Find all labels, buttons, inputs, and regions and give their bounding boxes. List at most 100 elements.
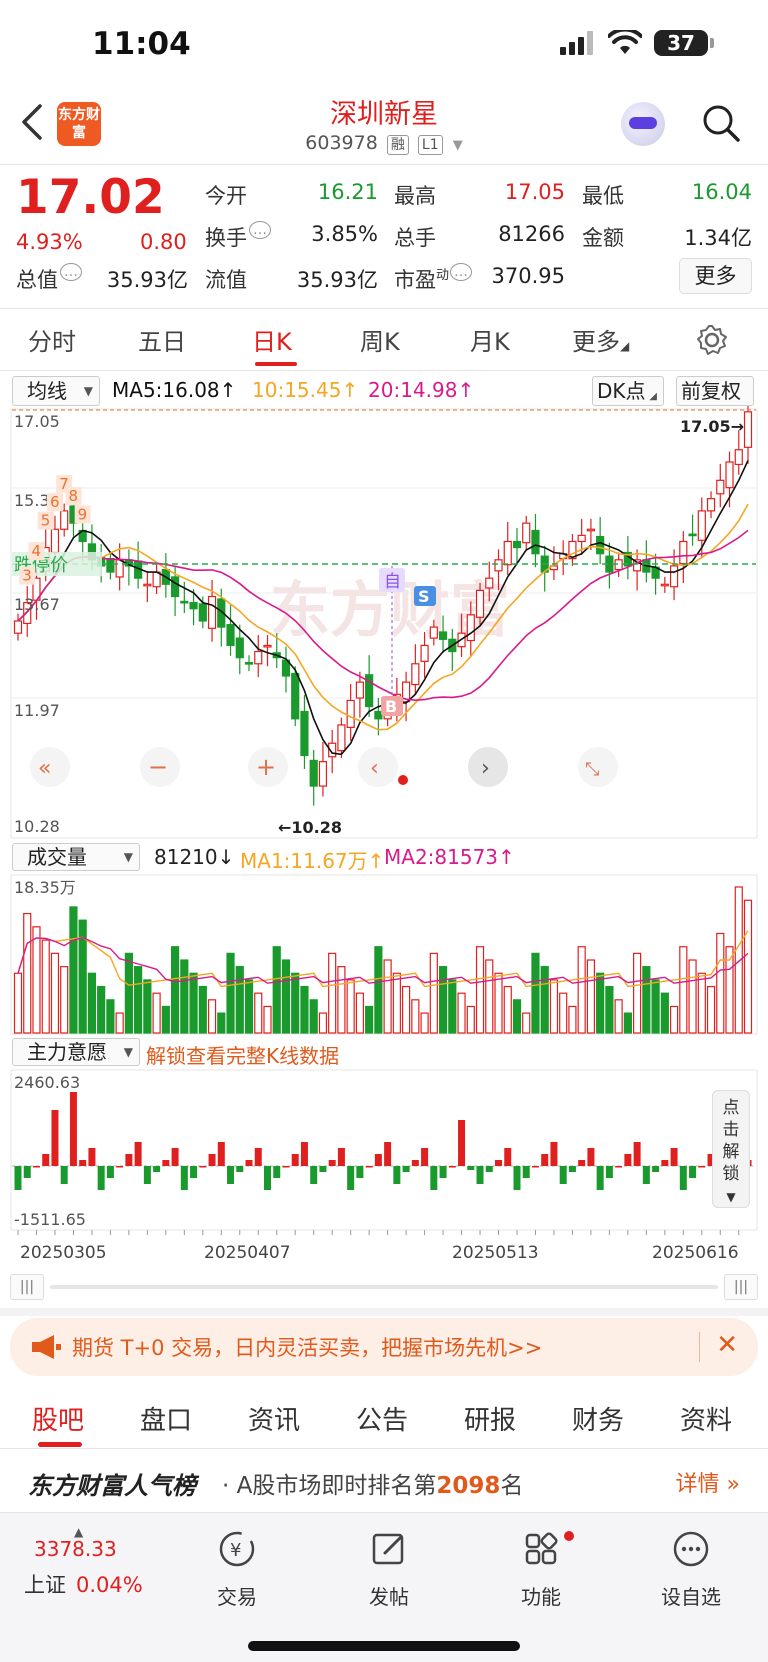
popularity-rank-row[interactable]: 东方财富人气榜 · A股市场即时排名第2098名 详情 » xyxy=(0,1452,768,1512)
volume-bar xyxy=(531,952,540,1034)
chart-scrollbar[interactable]: ||| ||| xyxy=(10,1274,758,1300)
main-force-bar xyxy=(504,1148,512,1166)
rank-detail-link[interactable]: 详情 » xyxy=(675,1472,740,1497)
tab-monthly-k[interactable]: 月K xyxy=(470,328,510,356)
indicator-select[interactable]: 均线 ▼ xyxy=(12,376,100,406)
app-logo[interactable]: 东方财富 xyxy=(57,102,101,146)
buy-signal-badge[interactable] xyxy=(381,696,403,716)
y-label-top: 17.05 xyxy=(14,412,60,431)
more-quote-button[interactable]: 更多 xyxy=(679,258,752,294)
tab-announcements[interactable]: 公告 xyxy=(356,1406,409,1436)
promo-banner[interactable]: 期货 T+0 交易，日内灵活买卖，把握市场先机>> ✕ xyxy=(10,1318,758,1376)
low-label: 最低 xyxy=(582,184,624,208)
volume-bar xyxy=(577,946,586,1034)
tab-research[interactable]: 研报 xyxy=(464,1406,517,1436)
volume-bar xyxy=(207,999,217,1034)
scroll-left-button[interactable]: ‹ xyxy=(358,747,398,787)
volume-bar xyxy=(392,972,401,1034)
main-force-bar xyxy=(14,1166,22,1190)
volume-bar xyxy=(374,946,383,1034)
volume-bar xyxy=(106,999,115,1034)
index-quote[interactable]: 3378.33 ▲ 上证 0.04% xyxy=(24,1525,143,1599)
zoom-in-button[interactable]: + xyxy=(248,747,288,787)
assistant-robot-icon[interactable] xyxy=(621,102,665,146)
tab-weekly-k[interactable]: 周K xyxy=(360,328,400,356)
tab-news[interactable]: 资讯 xyxy=(248,1406,301,1436)
stock-code-row[interactable]: 603978 融 L1 ▼ xyxy=(0,132,768,155)
candle-body xyxy=(716,479,725,495)
scroll-handle-left[interactable]: ||| xyxy=(10,1274,44,1300)
volume-bar xyxy=(13,972,23,1034)
volume-bar xyxy=(124,952,133,1034)
main-force-select[interactable]: 主力意愿 ▼ xyxy=(12,1038,140,1066)
fast-backward-button[interactable]: « xyxy=(30,747,70,787)
main-force-chart[interactable]: 2460.63 -1511.65 20250305 20250407 20250… xyxy=(0,1068,768,1268)
tab-intraday[interactable]: 分时 xyxy=(28,328,76,356)
kline-chart[interactable]: 东方财富 跌停价 17.05 15.36 13.67 11.97 10.28 1… xyxy=(0,406,768,840)
candle-body xyxy=(309,759,318,787)
volume-bar xyxy=(170,946,180,1034)
low-value: 16.04 xyxy=(691,180,752,204)
active-content-tab-indicator xyxy=(38,1442,82,1447)
logo-text: 东方财富 xyxy=(58,107,100,141)
main-force-bar xyxy=(217,1142,225,1166)
volume-bar xyxy=(522,1012,531,1034)
info-icon[interactable]: … xyxy=(249,221,271,239)
volume-bar xyxy=(365,1005,374,1034)
scroll-right-button[interactable]: › xyxy=(468,747,508,787)
tab-financials[interactable]: 财务 xyxy=(572,1406,625,1436)
y-label-4: 11.97 xyxy=(14,701,60,720)
info-icon[interactable]: … xyxy=(60,263,82,281)
candle-body xyxy=(23,602,32,625)
total-cap-value: 35.93亿 xyxy=(106,268,188,292)
index-name: 上证 xyxy=(24,1573,66,1597)
volume-bar xyxy=(152,992,161,1034)
main-force-bar xyxy=(227,1166,235,1184)
stock-header: 东方财富 深圳新星 603978 融 L1 ▼ xyxy=(0,92,768,164)
search-icon[interactable] xyxy=(702,104,740,142)
main-force-bar xyxy=(587,1148,595,1166)
ma-legend-row: 均线 ▼ MA5:16.08↑ 10:15.45↑ 20:14.98↑ DK点 ◢ … xyxy=(0,374,768,406)
info-icon[interactable]: … xyxy=(450,263,473,281)
volume-ma-line xyxy=(17,930,749,988)
svg-text:‹: ‹ xyxy=(370,756,379,781)
volume-chart[interactable]: 18.35万 xyxy=(0,873,768,1036)
main-force-bar xyxy=(374,1154,382,1166)
main-force-bar xyxy=(23,1166,31,1178)
tab-order-book[interactable]: 盘口 xyxy=(140,1406,193,1436)
nav-add-watchlist[interactable]: 设自选 xyxy=(636,1529,746,1610)
candle-body xyxy=(328,742,337,758)
tab-daily-k[interactable]: 日K xyxy=(252,328,292,356)
main-force-bar xyxy=(282,1166,290,1168)
nav-functions[interactable]: 功能 xyxy=(486,1529,596,1610)
candle-body xyxy=(217,598,226,628)
tab-forum[interactable]: 股吧 xyxy=(32,1406,85,1436)
td-count: 4 xyxy=(31,542,41,560)
volume-bar xyxy=(300,985,309,1034)
float-cap-label: 流值 xyxy=(205,268,247,292)
back-button[interactable] xyxy=(20,102,60,146)
zoom-out-button[interactable]: − xyxy=(140,747,180,787)
svg-text:+: + xyxy=(256,753,276,781)
tab-profile[interactable]: 资料 xyxy=(680,1406,733,1436)
nav-trade[interactable]: ¥ 交易 xyxy=(182,1529,292,1610)
candle-body xyxy=(189,602,198,610)
scroll-handle-right[interactable]: ||| xyxy=(724,1274,758,1300)
tab-more-periods[interactable]: 更多◢ xyxy=(572,328,630,356)
unlock-link[interactable]: 解锁查看完整K线数据 xyxy=(146,1044,340,1068)
dk-point-button[interactable]: DK点 ◢ xyxy=(592,376,664,406)
fullscreen-button[interactable]: ⤡ xyxy=(578,747,618,787)
self-signal-badge[interactable] xyxy=(379,568,405,592)
close-icon[interactable]: ✕ xyxy=(716,1330,738,1360)
volume-indicator-select[interactable]: 成交量 ▼ xyxy=(12,843,140,871)
unlock-button[interactable]: 点击解锁 ▼ xyxy=(712,1090,750,1208)
candle-body xyxy=(429,626,438,639)
volume-bar xyxy=(540,966,549,1034)
volume-top-label: 18.35万 xyxy=(14,878,76,897)
tab-five-day[interactable]: 五日 xyxy=(138,328,186,356)
sell-signal-badge[interactable] xyxy=(414,586,436,606)
adjust-button[interactable]: 前复权 xyxy=(676,376,754,406)
settings-gear-icon[interactable] xyxy=(696,324,728,356)
quote-divider xyxy=(0,308,768,309)
nav-post[interactable]: 发帖 xyxy=(334,1529,444,1610)
